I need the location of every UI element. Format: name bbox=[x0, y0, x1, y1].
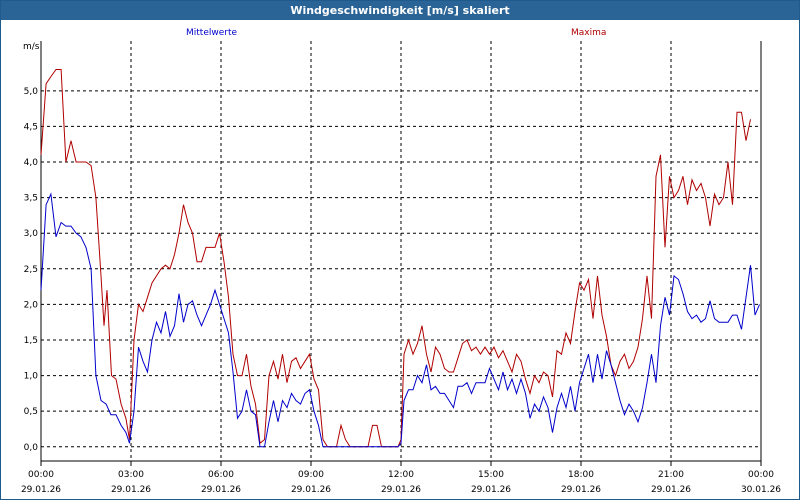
y-tick-label: 0,0 bbox=[24, 443, 39, 453]
x-tick-time: 12:00 bbox=[388, 470, 414, 480]
x-tick-date: 29.01.26 bbox=[651, 485, 691, 495]
x-tick-date: 29.01.26 bbox=[111, 485, 151, 495]
y-tick-label: 5,0 bbox=[24, 87, 39, 97]
x-tick-time: 06:00 bbox=[208, 470, 234, 480]
axes bbox=[40, 41, 762, 466]
x-tick-time: 15:00 bbox=[478, 470, 504, 480]
x-tick-date: 29.01.26 bbox=[21, 485, 61, 495]
x-tick-date: 29.01.26 bbox=[471, 485, 511, 495]
chart-canvas: 0,0 0,5 1,0 1,5 2,0 2,5 3,0 3,5 4,0 4,5 5,0 00:00 2… bbox=[21, 28, 781, 495]
x-tick-date: 30.01.26 bbox=[741, 485, 781, 495]
y-tick-label: 2,5 bbox=[24, 265, 38, 275]
x-tick-date: 29.01.26 bbox=[201, 485, 241, 495]
y-tick-label: 3,0 bbox=[24, 229, 39, 239]
x-tick-time: 21:00 bbox=[658, 470, 684, 480]
y-tick-label: 4,0 bbox=[24, 158, 39, 168]
x-tick-time: 18:00 bbox=[568, 470, 594, 480]
y-tick-label: 3,5 bbox=[24, 194, 38, 204]
y-tick-label: 1,5 bbox=[24, 336, 38, 346]
x-tick-date: 29.01.26 bbox=[291, 485, 331, 495]
y-axis-ticks: 0,0 0,5 1,0 1,5 2,0 2,5 3,0 3,5 4,0 4,5 5,0 bbox=[24, 87, 39, 453]
x-tick-time: 00:00 bbox=[748, 470, 774, 480]
chart-title: Windgeschwindigkeit [m/s] skaliert bbox=[1, 1, 799, 20]
x-tick-time: 03:00 bbox=[118, 470, 144, 480]
x-tick-date: 29.01.26 bbox=[381, 485, 421, 495]
x-axis-ticks: 00:00 29.01.26 03:00 29.01.26 06:00 29.01.26 0… bbox=[21, 470, 781, 495]
series-line-mittelwerte bbox=[40, 192, 760, 448]
y-tick-label: 0,5 bbox=[24, 407, 38, 417]
legend-maxima: Maxima bbox=[571, 28, 606, 38]
x-tick-date: 29.01.26 bbox=[561, 485, 601, 495]
y-tick-label: 1,0 bbox=[24, 372, 39, 382]
x-tick-time: 00:00 bbox=[28, 470, 54, 480]
y-tick-label: 2,0 bbox=[24, 300, 39, 310]
legend-mittelwerte: Mittelwerte bbox=[186, 28, 237, 38]
series-lines bbox=[40, 69, 760, 448]
x-tick-time: 09:00 bbox=[298, 470, 324, 480]
y-tick-label: 4,5 bbox=[24, 122, 38, 132]
y-axis-label: m/s bbox=[23, 42, 40, 52]
grid-lines bbox=[41, 41, 761, 461]
